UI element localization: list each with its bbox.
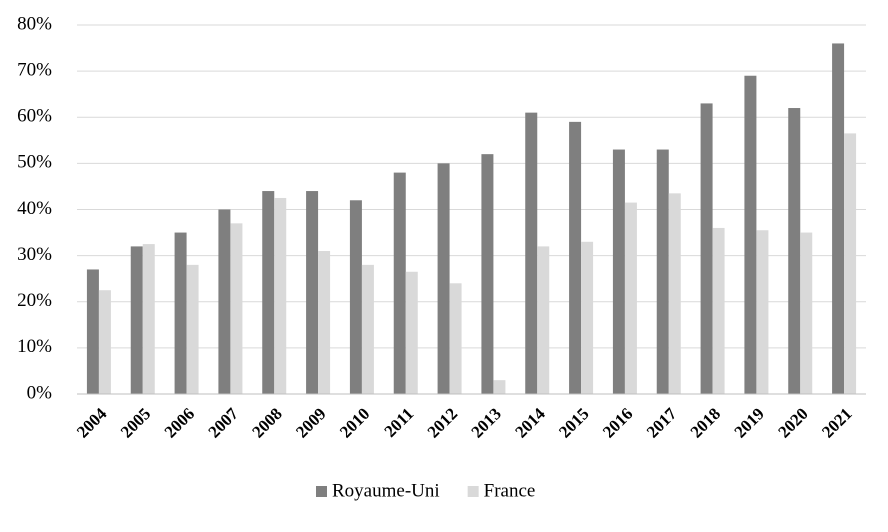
bar: [130, 246, 143, 394]
legend-swatch: [316, 486, 327, 497]
y-tick-label: 70%: [17, 59, 52, 80]
bar: [262, 191, 275, 394]
bar: [174, 232, 187, 394]
bar: [142, 244, 155, 394]
y-tick-label: 80%: [17, 13, 52, 34]
bar: [449, 283, 462, 394]
x-tick-label: 2012: [424, 404, 461, 441]
bar: [612, 149, 625, 394]
bar: [481, 154, 494, 394]
bar: [832, 43, 845, 394]
bar: [624, 202, 637, 394]
bar: [844, 133, 857, 395]
x-tick-label: 2015: [555, 404, 592, 441]
x-tick-label: 2014: [511, 404, 549, 442]
bar: [800, 232, 813, 394]
x-tick-label: 2010: [336, 404, 373, 441]
bar: [493, 380, 506, 394]
bar: [569, 121, 582, 395]
legend-swatch: [467, 486, 479, 497]
bar: [393, 172, 406, 394]
legend-label: Royaume-Uni: [332, 480, 440, 501]
x-tick-label: 2005: [117, 404, 154, 441]
y-tick-label: 10%: [17, 336, 52, 357]
x-tick-label: 2018: [687, 404, 724, 441]
bar: [98, 290, 111, 394]
bar: [756, 230, 769, 394]
bar: [437, 163, 450, 394]
bar: [86, 269, 99, 394]
y-tick-label: 60%: [17, 106, 52, 127]
bar: [668, 193, 681, 394]
bar: [700, 103, 713, 394]
legend-label: France: [484, 480, 536, 501]
bar: [405, 271, 418, 394]
bar: [581, 241, 594, 394]
bar: [186, 264, 199, 394]
x-tick-label: 2016: [599, 404, 636, 441]
x-tick-label: 2017: [643, 404, 681, 442]
bar: [712, 227, 725, 394]
bar: [306, 191, 319, 394]
x-tick-label: 2008: [248, 404, 285, 441]
bar: [361, 264, 374, 394]
x-tick-label: 2021: [818, 404, 855, 441]
bar: [744, 75, 757, 395]
bar: [788, 108, 801, 395]
y-tick-label: 40%: [17, 198, 52, 219]
bar: [349, 200, 362, 394]
x-tick-label: 2019: [731, 404, 768, 441]
x-tick-label: 2007: [205, 404, 243, 442]
bar: [218, 209, 231, 394]
x-tick-label: 2004: [73, 404, 111, 442]
x-tick-label: 2013: [468, 404, 505, 441]
bar: [525, 112, 538, 394]
y-tick-label: 0%: [27, 382, 53, 403]
x-tick-label: 2020: [774, 404, 811, 441]
bar: [230, 223, 243, 394]
bar: [274, 197, 287, 394]
x-tick-label: 2011: [381, 404, 418, 441]
bar: [656, 149, 669, 394]
x-tick-label: 2006: [161, 404, 198, 441]
y-tick-label: 30%: [17, 244, 52, 265]
bar: [318, 251, 331, 394]
y-tick-label: 50%: [17, 152, 52, 173]
bar: [537, 246, 550, 394]
x-tick-label: 2009: [292, 404, 329, 441]
y-tick-label: 20%: [17, 290, 52, 311]
